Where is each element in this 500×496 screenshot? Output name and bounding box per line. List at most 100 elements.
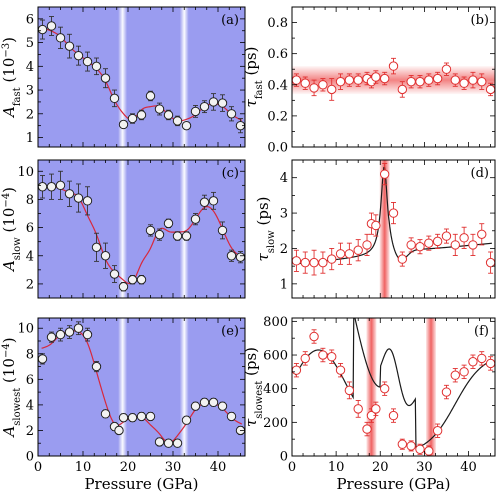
data-point xyxy=(46,173,57,200)
data-point xyxy=(441,384,452,400)
x-tick-label: 20 xyxy=(120,460,137,475)
data-point xyxy=(379,71,390,86)
data-point xyxy=(335,242,346,265)
data-marker xyxy=(318,350,328,360)
y-label-exponent: −4 xyxy=(1,343,12,358)
data-point xyxy=(450,233,460,256)
data-point xyxy=(388,57,399,75)
y-tick-label: 3 xyxy=(26,84,34,99)
data-marker xyxy=(181,120,192,131)
data-point xyxy=(300,351,310,366)
data-marker xyxy=(109,269,120,279)
data-marker xyxy=(335,365,346,375)
data-point xyxy=(109,89,120,108)
y-axis-label: τslowest (ps) xyxy=(242,347,265,427)
transition-band-white xyxy=(179,160,189,298)
data-marker xyxy=(379,169,390,179)
data-marker xyxy=(335,249,346,259)
data-marker xyxy=(353,404,363,414)
data-point xyxy=(388,408,399,423)
y-tick-label: 600 xyxy=(263,349,288,364)
data-point xyxy=(91,57,102,76)
data-point xyxy=(379,163,390,186)
data-point xyxy=(100,409,111,419)
data-point xyxy=(415,443,425,455)
y-label-symbol: τ xyxy=(242,98,260,107)
data-point xyxy=(73,321,84,336)
y-label-unit: (ps) xyxy=(254,196,272,230)
panel-label: (c) xyxy=(222,166,239,181)
data-marker xyxy=(292,75,302,85)
data-point xyxy=(309,79,319,97)
panel-label: (a) xyxy=(221,13,239,28)
data-marker xyxy=(91,242,102,253)
data-marker xyxy=(477,76,487,87)
data-marker xyxy=(388,208,399,218)
data-marker xyxy=(127,113,138,124)
data-point xyxy=(145,90,156,102)
data-point xyxy=(82,186,93,216)
data-marker xyxy=(477,353,487,364)
x-tick-label: 0 xyxy=(34,460,42,475)
data-marker xyxy=(190,106,201,117)
y-tick-label: 3 xyxy=(280,207,288,222)
data-point xyxy=(406,74,416,89)
y-label-subscript: fast xyxy=(254,80,265,99)
plot-area xyxy=(292,318,495,456)
data-marker xyxy=(154,229,165,240)
data-point xyxy=(344,73,355,87)
data-marker xyxy=(459,367,469,377)
data-marker xyxy=(145,91,156,101)
data-marker xyxy=(190,401,201,411)
x-tick-label: 30 xyxy=(416,460,433,475)
data-point xyxy=(190,213,201,226)
y-tick-label: 2 xyxy=(26,424,34,439)
data-point xyxy=(38,175,48,199)
y-axis-label: τslow (ps) xyxy=(254,196,277,261)
data-point xyxy=(46,16,57,36)
data-marker xyxy=(353,245,363,255)
y-tick-label: 1 xyxy=(26,131,34,146)
data-point xyxy=(208,191,219,210)
data-point xyxy=(145,224,156,237)
data-point xyxy=(292,73,302,87)
data-point xyxy=(450,368,460,383)
data-point xyxy=(292,362,302,378)
data-marker xyxy=(432,73,443,84)
data-marker xyxy=(415,241,425,252)
data-point xyxy=(371,401,381,417)
x-axis-label: Pressure (GPa) xyxy=(84,475,198,493)
y-label-exponent: −3 xyxy=(1,43,12,58)
data-point xyxy=(318,78,328,92)
data-point xyxy=(163,218,174,229)
data-point xyxy=(335,362,346,378)
data-point xyxy=(154,437,165,447)
data-marker xyxy=(362,240,372,250)
data-marker xyxy=(217,98,228,108)
y-tick-label: 0.6 xyxy=(267,47,288,62)
y-tick-label: 6 xyxy=(26,221,34,236)
data-marker xyxy=(353,75,363,85)
data-point xyxy=(217,94,228,112)
data-point xyxy=(172,231,183,241)
data-point xyxy=(459,226,469,249)
data-marker xyxy=(64,327,75,337)
transition-band-red xyxy=(366,318,377,456)
data-marker xyxy=(485,358,495,369)
data-point xyxy=(309,329,319,344)
y-label-subscript: fast xyxy=(12,87,23,106)
data-point xyxy=(318,347,328,363)
data-point xyxy=(477,223,487,246)
data-point xyxy=(397,251,408,267)
y-tick-label: 0.4 xyxy=(267,78,288,93)
data-point xyxy=(397,81,408,98)
data-marker xyxy=(424,446,434,456)
data-point xyxy=(318,251,328,274)
data-marker xyxy=(55,329,66,340)
data-marker xyxy=(485,257,495,268)
data-marker xyxy=(55,180,66,191)
data-marker xyxy=(371,72,381,82)
data-marker xyxy=(406,240,416,250)
data-marker xyxy=(292,256,302,266)
